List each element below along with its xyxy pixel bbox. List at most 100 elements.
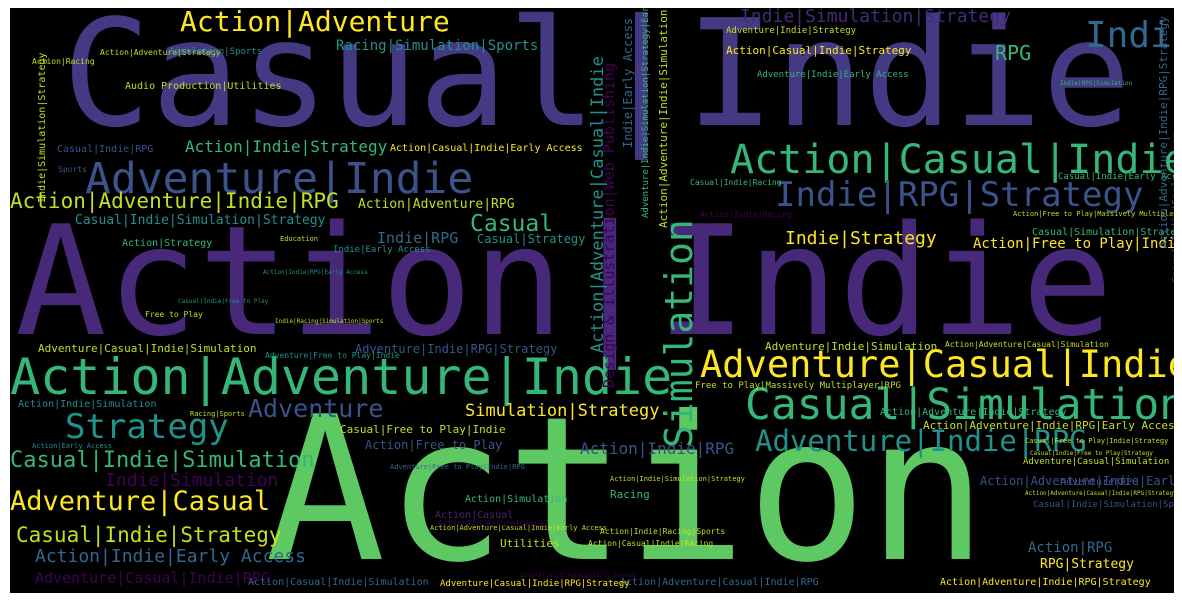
word: Casual|Indie|Racing xyxy=(690,178,782,187)
word: Action|Adventure|Casual|Indie|RPG xyxy=(620,577,819,588)
word-cloud: Action Action|Indie Casual|Indie Action|… xyxy=(10,8,1174,593)
word: Action|Adventure|Strategy xyxy=(100,48,221,57)
word: Action|Adventure|Casual|Indie|RPG|Strate… xyxy=(1025,490,1174,497)
word: Action|Adventure|Casual|Indie xyxy=(588,56,608,353)
word: Casual|Indie|RPG xyxy=(57,144,154,155)
word: Action|Casual|Indie|Strategy xyxy=(726,44,912,57)
word: Casual|Simulation xyxy=(745,380,1174,430)
word: Action|Casual xyxy=(435,510,514,521)
word: Casual|Indie|Free to Play|Strategy xyxy=(1030,450,1153,457)
word: Casual|Strategy xyxy=(477,232,586,246)
word: RPG|Strategy xyxy=(1040,557,1134,572)
word: Casual|Indie|Strategy xyxy=(16,523,282,547)
word: Indie|Racing|Simulation|Sports xyxy=(275,318,384,325)
word: Action|Free to Play|Massively Multiplaye… xyxy=(1013,210,1174,218)
word: Indie|RPG xyxy=(377,229,459,247)
word: Action|Adventure xyxy=(180,8,450,38)
word: Adventure|RPG xyxy=(1060,477,1139,488)
word: Adventure|Casual xyxy=(10,486,271,517)
word: Free to Play|Massively Multiplayer|RPG xyxy=(695,381,901,391)
word: Action|Indie|RPG|Early Access xyxy=(263,269,368,276)
word: Action|Adventure|RPG xyxy=(358,197,515,212)
word: RPG xyxy=(995,41,1032,65)
word: Indie|Early Access xyxy=(621,17,635,148)
word: Action|Casual|Indie|Early Access xyxy=(390,143,583,154)
word: Action|Adventure|Indie|Early Access xyxy=(980,474,1174,488)
word: Adventure|Casual|Indie|RPG|Strategy xyxy=(440,579,630,589)
word: Action|Casual|Indie xyxy=(730,137,1174,183)
word: Casual|Indie xyxy=(62,8,1132,160)
word: Action|Adventure|Indie|RPG|Strategy xyxy=(1157,16,1170,248)
word: Indie|RPG|Simulation xyxy=(1060,80,1133,87)
word: Action|Adventure|Indie|Strategy xyxy=(880,407,1067,418)
word: Action|Indie|Racing|Sports xyxy=(600,527,726,536)
word: Racing xyxy=(610,488,650,501)
word: Action|Adventure|Casual|Simulation xyxy=(945,340,1109,349)
word: Action|Adventure|Casual|Indie|Early Acce… xyxy=(430,524,608,532)
word: Action|RPG xyxy=(1028,540,1113,556)
word: Action|Indie xyxy=(15,193,1114,370)
word: Casual|Indie|Free to Play xyxy=(178,298,269,305)
word: Audio Production|Utilities xyxy=(125,81,282,92)
word: Action xyxy=(265,374,988,593)
word: Indie|Strategy xyxy=(785,228,937,249)
word: Casual|Indie|Early Access xyxy=(1058,172,1174,182)
word: Action|Adventure|Indie xyxy=(10,348,673,406)
word: Adventure|Indie|RPG xyxy=(755,424,1087,458)
word: Free to Play xyxy=(145,310,203,319)
word: Action|Strategy xyxy=(122,238,213,249)
word: Adventure|Free to Play|Indie|RPG xyxy=(390,463,525,471)
word: Simulation|Strategy xyxy=(465,401,660,421)
word: Indie|RPG|Strategy xyxy=(775,175,1144,215)
word: Simulation xyxy=(657,219,701,448)
word: Indie|Early Access xyxy=(333,245,431,255)
word: Adventure|Casual|Indie xyxy=(700,343,1174,386)
word: Casual|Indie|Early Access xyxy=(1171,132,1174,283)
word: Adventure|Free to Play|Indie xyxy=(265,351,400,360)
word: Action|Simulation xyxy=(465,494,568,505)
word: Action|Racing xyxy=(32,57,95,66)
word: Education xyxy=(280,235,318,243)
word: Action|Indie|Early Access xyxy=(35,546,306,567)
word: Adventure|Indie|Early Access xyxy=(757,70,909,80)
word: Adventure|Indie|Strategy xyxy=(726,26,857,36)
word: Adventure|Indie|RPG|Strategy xyxy=(355,342,558,356)
word: Casual xyxy=(470,211,554,237)
word: Action|Casual|Indie|Simulation xyxy=(248,577,429,588)
word: Action|Casual|Indie|Racing xyxy=(588,539,714,548)
word: Action|Indie|Strategy xyxy=(185,137,388,156)
word: Action|Free to Play xyxy=(365,438,503,452)
word: Utilities xyxy=(500,537,560,550)
word: Adventure|Indie|Simulation xyxy=(765,340,938,353)
word: Racing|Simulation|Sports xyxy=(336,38,539,54)
word: Racing|Sports xyxy=(190,410,245,418)
word: Casual|Simulation|Strategy xyxy=(1032,227,1174,238)
word: Action|Adventure|Indie|RPG xyxy=(10,189,339,213)
word: Action|Indie|RPG xyxy=(580,439,735,458)
word: Indie|Simulation xyxy=(105,470,279,491)
word: Casual|Indie|Simulation xyxy=(10,448,315,473)
word: Casual|Free to Play|Indie xyxy=(340,423,506,436)
word: Simulation|Sports xyxy=(170,47,263,57)
word: Action|Adventure|Indie|RPG|Early Access xyxy=(923,419,1174,432)
word: Action|Indie|Simulation xyxy=(18,399,157,410)
word: Action|Free to Play|Indie xyxy=(973,236,1174,252)
word: Casual|Indie|Simulation|Sports xyxy=(1033,500,1174,510)
word: Action|Early Access xyxy=(32,442,113,450)
word: Adventure|Indie xyxy=(85,154,474,204)
word: Adventure|Casual|Indie|RPG xyxy=(35,569,270,587)
word: Action|Indie|Racing xyxy=(700,210,792,219)
word: Adventure|Casual|Simulation xyxy=(1023,457,1170,467)
word: Sports xyxy=(58,165,87,174)
word: Action|Indie|Simulation|Strategy xyxy=(610,475,745,483)
word: Action|Adventure|Indie|RPG|Strategy xyxy=(940,577,1151,588)
word: Adventure|Casual|Indie|Simulation xyxy=(38,342,257,355)
word: Indie|Simulation|Strategy xyxy=(740,8,1011,27)
word: Indie xyxy=(1085,15,1174,56)
word: Indie|Simulation|Strategy xyxy=(37,52,48,203)
word: Casual|Free to Play|Indie|Strategy xyxy=(1025,437,1169,445)
word: Action|Adventure|Indie|Simulation|Strate… xyxy=(657,8,670,228)
word: Action|Adventure|Casual xyxy=(438,519,549,528)
word: Adventure|Indie|Simulation|Strategy|Earl… xyxy=(641,8,651,218)
word: Casual|Indie|Simulation|Strategy xyxy=(75,213,326,228)
